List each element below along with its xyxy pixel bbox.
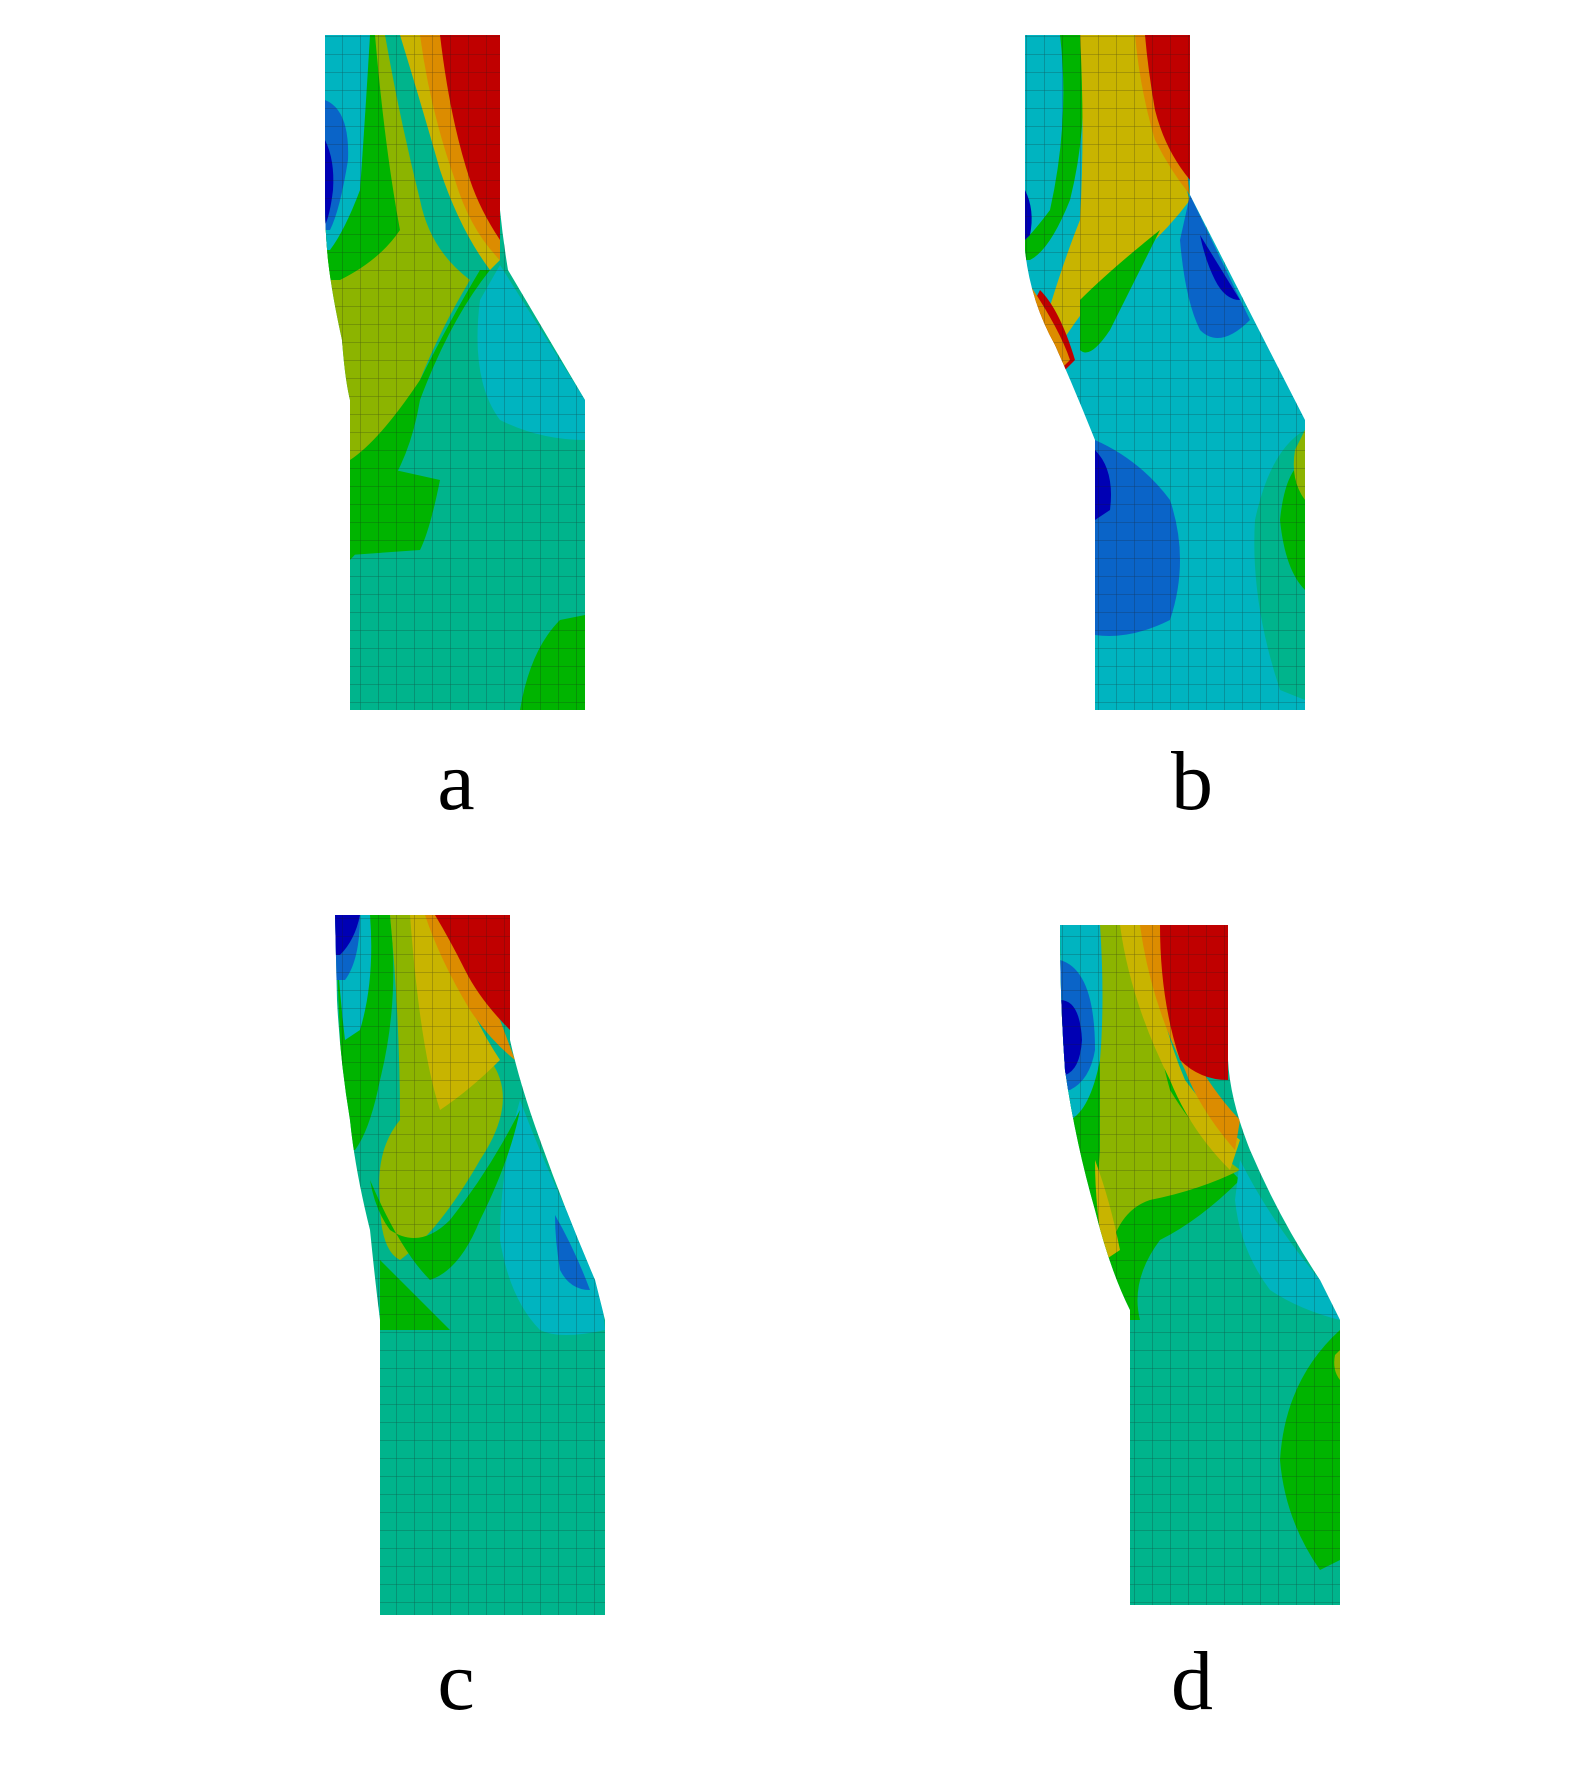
- panel-label-b: b: [1171, 735, 1213, 828]
- simulation-panel-a: a: [0, 0, 700, 850]
- panel-label-a: a: [437, 735, 475, 828]
- simulation-panel-b: b: [700, 0, 1593, 850]
- panel-label-d: d: [1171, 1635, 1213, 1728]
- simulation-panel-d: d: [700, 880, 1593, 1772]
- simulation-panel-c: c: [0, 880, 700, 1772]
- panel-label-c: c: [437, 1635, 475, 1728]
